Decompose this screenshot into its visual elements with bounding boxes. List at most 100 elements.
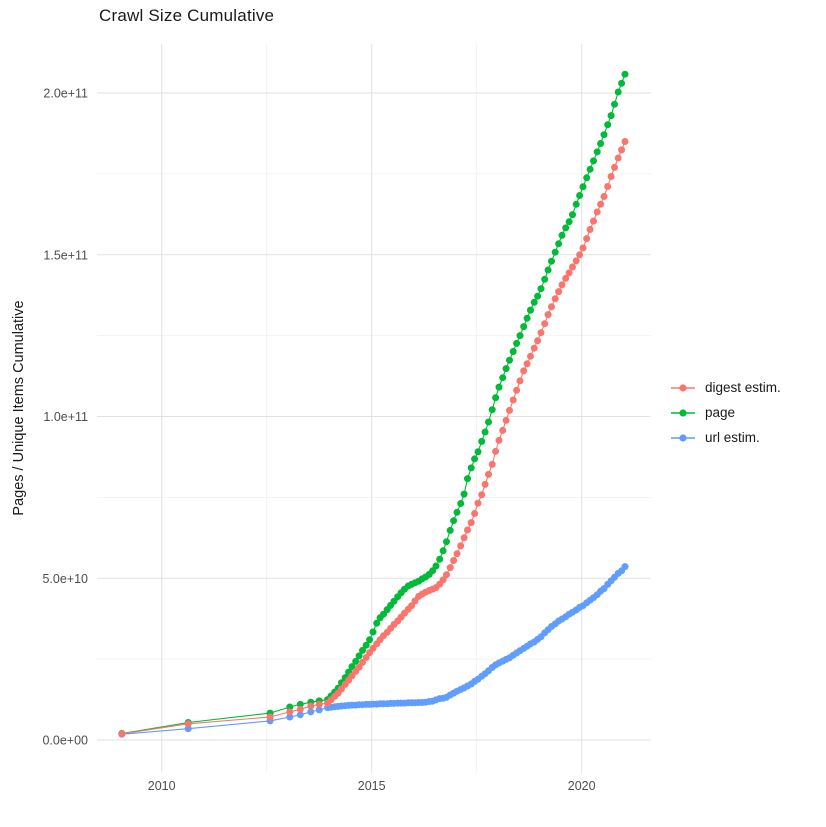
x-tick-label: 2015	[358, 779, 386, 793]
x-tick-label: 2020	[568, 779, 596, 793]
data-point	[555, 288, 563, 296]
data-point	[551, 295, 559, 303]
data-point	[590, 217, 597, 225]
data-point	[184, 720, 192, 728]
data-point	[492, 447, 500, 455]
data-point	[436, 555, 444, 563]
data-point	[450, 517, 458, 525]
data-point	[607, 112, 615, 120]
data-point	[558, 281, 566, 289]
data-point	[541, 275, 549, 283]
data-point	[541, 320, 549, 328]
data-point	[443, 538, 450, 546]
data-point	[453, 508, 461, 516]
data-point	[565, 269, 573, 277]
data-point	[471, 455, 479, 463]
data-point	[307, 702, 315, 710]
data-point	[355, 652, 363, 660]
minor-gridlines	[97, 44, 651, 773]
data-point	[576, 192, 584, 199]
data-point	[597, 200, 605, 208]
data-point	[583, 235, 591, 243]
data-point	[506, 406, 513, 414]
data-point	[481, 480, 489, 488]
data-point	[523, 314, 531, 322]
data-point	[621, 138, 629, 145]
data-point	[488, 460, 496, 468]
data-point	[307, 708, 315, 716]
data-point	[446, 564, 454, 572]
data-point	[555, 240, 563, 248]
data-point	[551, 248, 559, 256]
data-point	[485, 470, 492, 478]
data-point	[600, 131, 608, 139]
data-point	[296, 705, 304, 713]
data-point	[520, 323, 528, 331]
data-point	[359, 658, 366, 666]
data-point	[548, 257, 555, 265]
data-point	[534, 292, 542, 300]
data-point	[509, 348, 517, 355]
data-point	[453, 550, 461, 558]
data-point	[467, 464, 475, 472]
data-point	[586, 226, 594, 233]
data-point	[509, 396, 517, 404]
data-point	[446, 526, 454, 534]
data-point	[530, 344, 538, 352]
data-point	[621, 563, 629, 571]
legend-key-icon	[671, 383, 695, 392]
data-point	[523, 360, 531, 368]
data-point	[286, 708, 294, 716]
data-point	[457, 542, 465, 550]
data-point	[614, 154, 622, 162]
data-point	[530, 298, 538, 306]
data-point	[579, 183, 587, 191]
data-point	[266, 713, 274, 721]
data-point	[460, 490, 468, 498]
data-point	[362, 641, 370, 649]
legend-label: url estim.	[705, 430, 760, 445]
data-point	[565, 218, 573, 226]
data-point	[506, 356, 513, 364]
legend-key-icon	[671, 433, 695, 442]
data-point	[513, 339, 521, 347]
data-point	[348, 663, 356, 671]
data-point	[590, 157, 597, 165]
y-tick-label: 0.0e+00	[42, 734, 88, 748]
data-point	[369, 628, 377, 636]
data-point	[562, 274, 570, 282]
data-point	[481, 428, 489, 436]
data-point	[516, 332, 524, 340]
data-point	[548, 303, 555, 311]
data-point	[474, 499, 482, 507]
legend-item-page: page	[670, 405, 781, 420]
data-point	[373, 619, 381, 627]
data-point	[118, 730, 126, 738]
data-point	[562, 224, 570, 232]
legend-item-url-estim: url estim.	[670, 430, 781, 445]
data-point	[443, 571, 450, 579]
data-point	[520, 367, 528, 375]
data-point	[516, 377, 524, 385]
data-point	[499, 426, 507, 434]
data-point	[474, 448, 482, 456]
series-page	[118, 70, 629, 737]
data-point	[296, 711, 304, 719]
data-point	[604, 121, 612, 129]
series-digest-estim	[118, 138, 629, 738]
data-point	[572, 257, 580, 265]
data-point	[499, 374, 507, 382]
data-point	[485, 418, 492, 426]
y-tick-label: 5.0e+10	[42, 572, 88, 586]
data-point	[478, 491, 486, 499]
x-tick-label: 2010	[148, 779, 176, 793]
legend-label: page	[705, 405, 736, 420]
data-point	[527, 306, 534, 314]
data-point	[492, 394, 500, 402]
data-point	[286, 713, 294, 721]
data-point	[366, 636, 374, 644]
data-point	[439, 576, 447, 584]
data-point	[558, 231, 566, 239]
